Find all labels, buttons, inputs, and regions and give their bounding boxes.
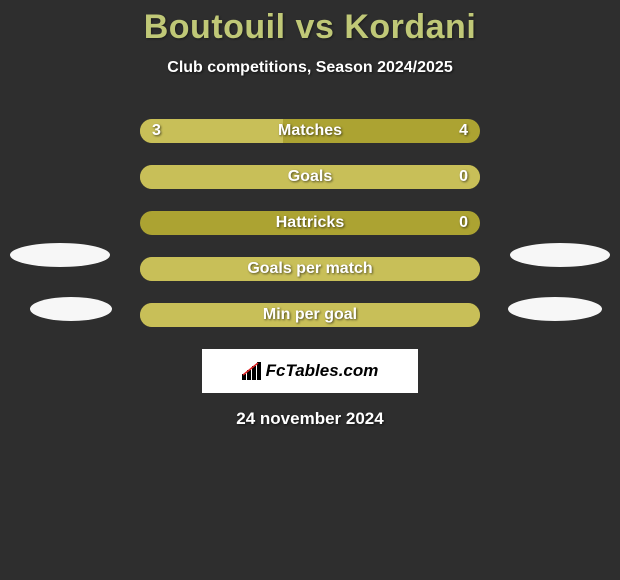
stat-row: Matches3 4 bbox=[140, 119, 480, 143]
logo-text: FcTables.com bbox=[266, 361, 379, 381]
subtitle: Club competitions, Season 2024/2025 bbox=[0, 59, 620, 77]
logo: FcTables.com bbox=[242, 361, 379, 381]
stat-value-right: 4 bbox=[459, 119, 468, 143]
player-badge-ellipse bbox=[30, 297, 112, 321]
stat-label: Matches bbox=[140, 119, 480, 143]
title-vs: vs bbox=[296, 8, 335, 46]
stat-row: Hattricks0 bbox=[140, 211, 480, 235]
page-title: Boutouil vs Kordani bbox=[0, 0, 620, 47]
stat-row: Goals0 bbox=[140, 165, 480, 189]
stat-value-left: 3 bbox=[152, 119, 161, 143]
stat-value-right: 0 bbox=[459, 165, 468, 189]
player-badge-ellipse bbox=[510, 243, 610, 267]
stat-label: Goals bbox=[140, 165, 480, 189]
stat-label: Min per goal bbox=[140, 303, 480, 327]
stat-row: Goals per match bbox=[140, 257, 480, 281]
chart-area: Matches34Goals0Hattricks0Goals per match… bbox=[0, 119, 620, 327]
title-right: Kordani bbox=[344, 8, 476, 46]
stat-label: Hattricks bbox=[140, 211, 480, 235]
stat-row: Min per goal bbox=[140, 303, 480, 327]
stat-value-right: 0 bbox=[459, 211, 468, 235]
player-badge-ellipse bbox=[10, 243, 110, 267]
player-badge-ellipse bbox=[508, 297, 602, 321]
logo-box[interactable]: FcTables.com bbox=[202, 349, 418, 393]
title-left: Boutouil bbox=[144, 8, 286, 46]
stat-label: Goals per match bbox=[140, 257, 480, 281]
logo-bars-icon bbox=[242, 362, 264, 380]
date-line: 24 november 2024 bbox=[0, 409, 620, 429]
